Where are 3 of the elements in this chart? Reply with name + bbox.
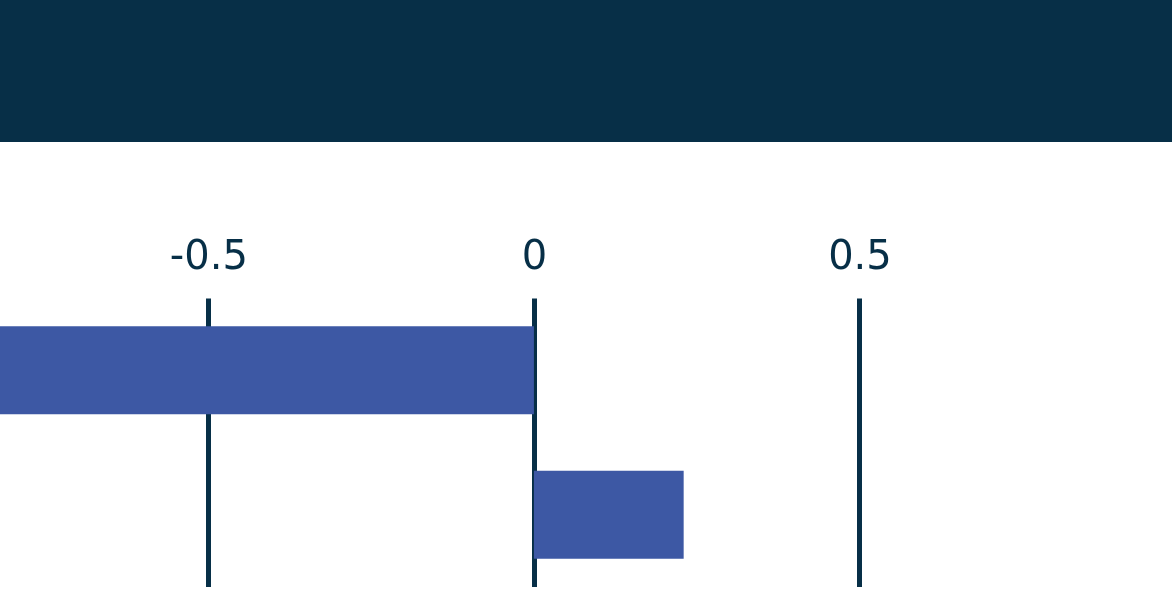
- x-tick-label: 0.5: [828, 231, 892, 278]
- x-tick-label: 0: [521, 231, 548, 278]
- x-tick-label: -0.5: [169, 231, 248, 278]
